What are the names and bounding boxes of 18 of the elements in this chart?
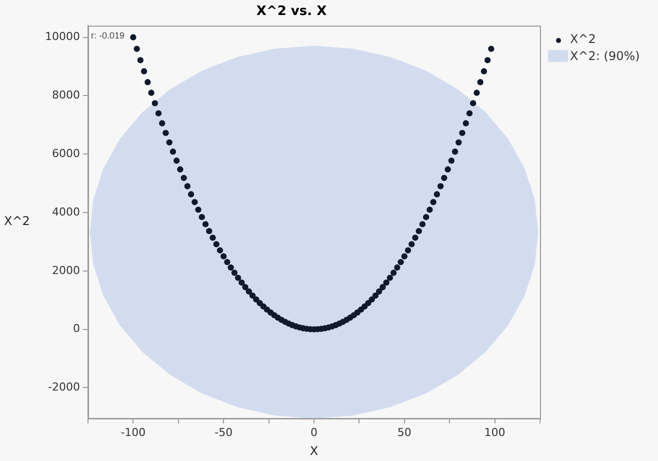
x-axis-title: X [310,444,318,458]
legend-label: X^2: (90%) [570,48,640,62]
x-tick-label: 50 [397,426,412,439]
x-tick-label: 100 [484,426,506,439]
y-tick-label: -2000 [48,380,80,394]
annotation: r: -0.019 [90,30,125,41]
y-tick-label: 10000 [44,30,80,44]
x-tick-label: -50 [214,426,233,439]
y-axis-title: X^2 [4,214,30,228]
x-tick-label: -100 [120,426,146,439]
y-tick-label: 4000 [52,205,80,218]
legend-label: X^2 [570,32,596,46]
y-tick-label: 0 [72,322,80,336]
y-tick-label: 8000 [52,88,80,102]
y-tick-label: 2000 [52,264,80,277]
y-tick-label: 6000 [52,146,80,160]
chart-title: X^2 vs. X [256,4,327,20]
x-tick-label: 0 [310,426,318,439]
